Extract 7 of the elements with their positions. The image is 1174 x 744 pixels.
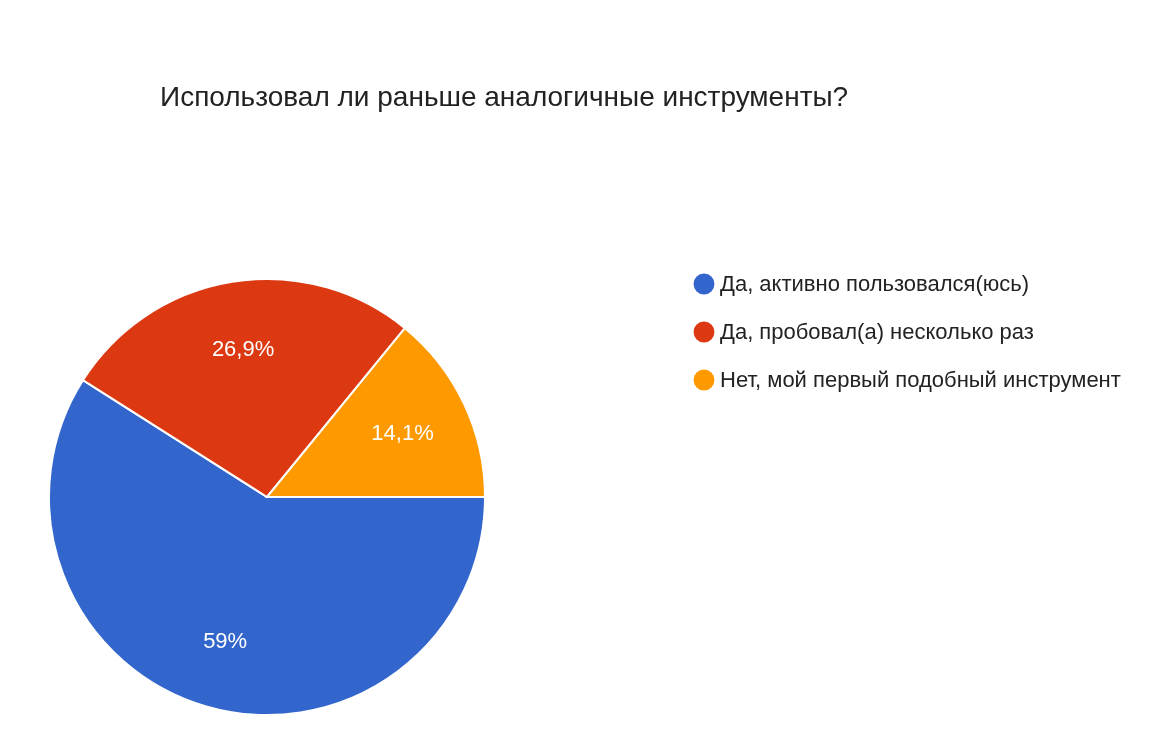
data-label: 14,1% xyxy=(371,419,434,445)
chart-title: Использовал ли раньше аналогичные инструменты? xyxy=(160,81,849,112)
data-label: 59% xyxy=(203,628,248,654)
legend-label: Нет, мой первый подобный инструмент xyxy=(720,367,1121,392)
data-label: 26,9% xyxy=(211,335,275,361)
legend-label: Да, пробовал(а) несколько раз xyxy=(720,319,1034,344)
legend-label: Да, активно пользовался(юсь) xyxy=(720,271,1030,296)
